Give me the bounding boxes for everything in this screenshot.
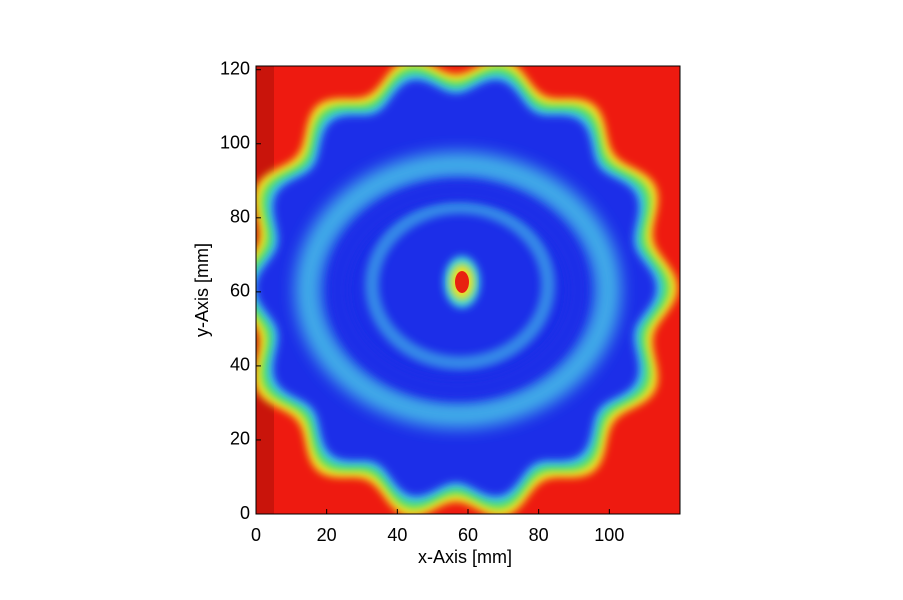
y-tick-label: 0 bbox=[240, 503, 250, 523]
x-axis-label: x-Axis [mm] bbox=[418, 547, 512, 567]
y-tick-label: 100 bbox=[220, 133, 250, 153]
heat-ring bbox=[328, 180, 588, 400]
y-tick-label: 80 bbox=[230, 207, 250, 227]
x-tick-label: 60 bbox=[458, 525, 478, 545]
x-tick-label: 80 bbox=[529, 525, 549, 545]
y-tick-label: 40 bbox=[230, 355, 250, 375]
x-tick-label: 20 bbox=[317, 525, 337, 545]
y-tick-label: 60 bbox=[230, 281, 250, 301]
x-tick-label: 100 bbox=[594, 525, 624, 545]
heat-spot bbox=[455, 271, 469, 293]
heat-ring bbox=[365, 200, 555, 370]
heatmap-image bbox=[256, 66, 680, 514]
y-tick-label: 20 bbox=[230, 429, 250, 449]
x-tick-label: 40 bbox=[387, 525, 407, 545]
heat-ring bbox=[295, 152, 621, 428]
y-tick-label: 120 bbox=[220, 58, 250, 78]
x-tick-label: 0 bbox=[251, 525, 261, 545]
y-axis-label: y-Axis [mm] bbox=[192, 243, 212, 337]
